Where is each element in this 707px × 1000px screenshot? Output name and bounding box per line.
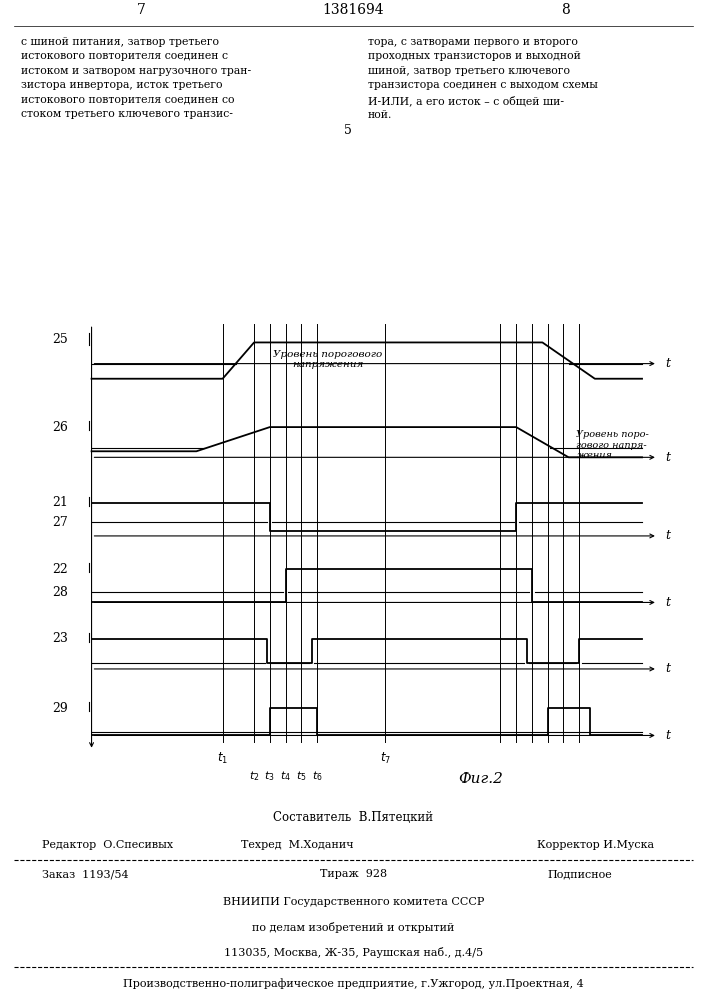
Text: 5: 5 [344,124,352,137]
Text: Уровень порогового
напряжения: Уровень порогового напряжения [273,350,382,369]
Text: Фиг.2: Фиг.2 [459,772,503,786]
Text: 23: 23 [52,632,68,645]
Text: $t_7$: $t_7$ [380,751,391,766]
Text: t: t [665,529,671,542]
Text: 28: 28 [52,586,68,599]
Text: ВНИИПИ Государственного комитета СССР: ВНИИПИ Государственного комитета СССР [223,897,484,907]
Text: тора, с затворами первого и второго
проходных транзисторов и выходной
шиной, зат: тора, с затворами первого и второго прох… [368,37,597,120]
Text: 8: 8 [561,3,570,17]
Text: 29: 29 [52,702,68,715]
Text: 1381694: 1381694 [322,3,385,17]
Text: $t_1$: $t_1$ [217,751,228,766]
Text: t: t [665,729,671,742]
Text: t: t [665,357,671,370]
Text: Производственно-полиграфическое предприятие, г.Ужгород, ул.Проектная, 4: Производственно-полиграфическое предприя… [123,979,584,989]
Text: с шиной питания, затвор третьего
истокового повторителя соединен с
истоком и зат: с шиной питания, затвор третьего истоков… [21,37,251,119]
Text: Редактор  О.Спесивых: Редактор О.Спесивых [42,840,173,850]
Text: $t_6$: $t_6$ [312,769,322,783]
Text: Подписное: Подписное [547,869,612,879]
Text: $t_2$: $t_2$ [249,769,259,783]
Text: Тираж  928: Тираж 928 [320,869,387,879]
Text: t: t [665,662,671,675]
Text: Корректор И.Муска: Корректор И.Муска [537,840,655,850]
Text: 27: 27 [52,516,68,529]
Text: $t_3$: $t_3$ [264,769,275,783]
Text: Заказ  1193/54: Заказ 1193/54 [42,869,129,879]
Text: 21: 21 [52,496,68,509]
Text: Уровень поро-
гового напря-
жения: Уровень поро- гового напря- жения [576,430,649,460]
Text: t: t [665,596,671,609]
Text: $t_4$: $t_4$ [280,769,291,783]
Text: 22: 22 [52,563,68,576]
Text: Техред  М.Ходанич: Техред М.Ходанич [240,840,354,850]
Text: 26: 26 [52,421,68,434]
Text: $t_5$: $t_5$ [296,769,307,783]
Text: 113035, Москва, Ж-35, Раушская наб., д.4/5: 113035, Москва, Ж-35, Раушская наб., д.4… [224,947,483,958]
Text: по делам изобретений и открытий: по делам изобретений и открытий [252,922,455,933]
Text: t: t [665,451,671,464]
Text: Составитель  В.Пятецкий: Составитель В.Пятецкий [274,811,433,824]
Text: 7: 7 [137,3,146,17]
Text: 25: 25 [52,333,68,346]
